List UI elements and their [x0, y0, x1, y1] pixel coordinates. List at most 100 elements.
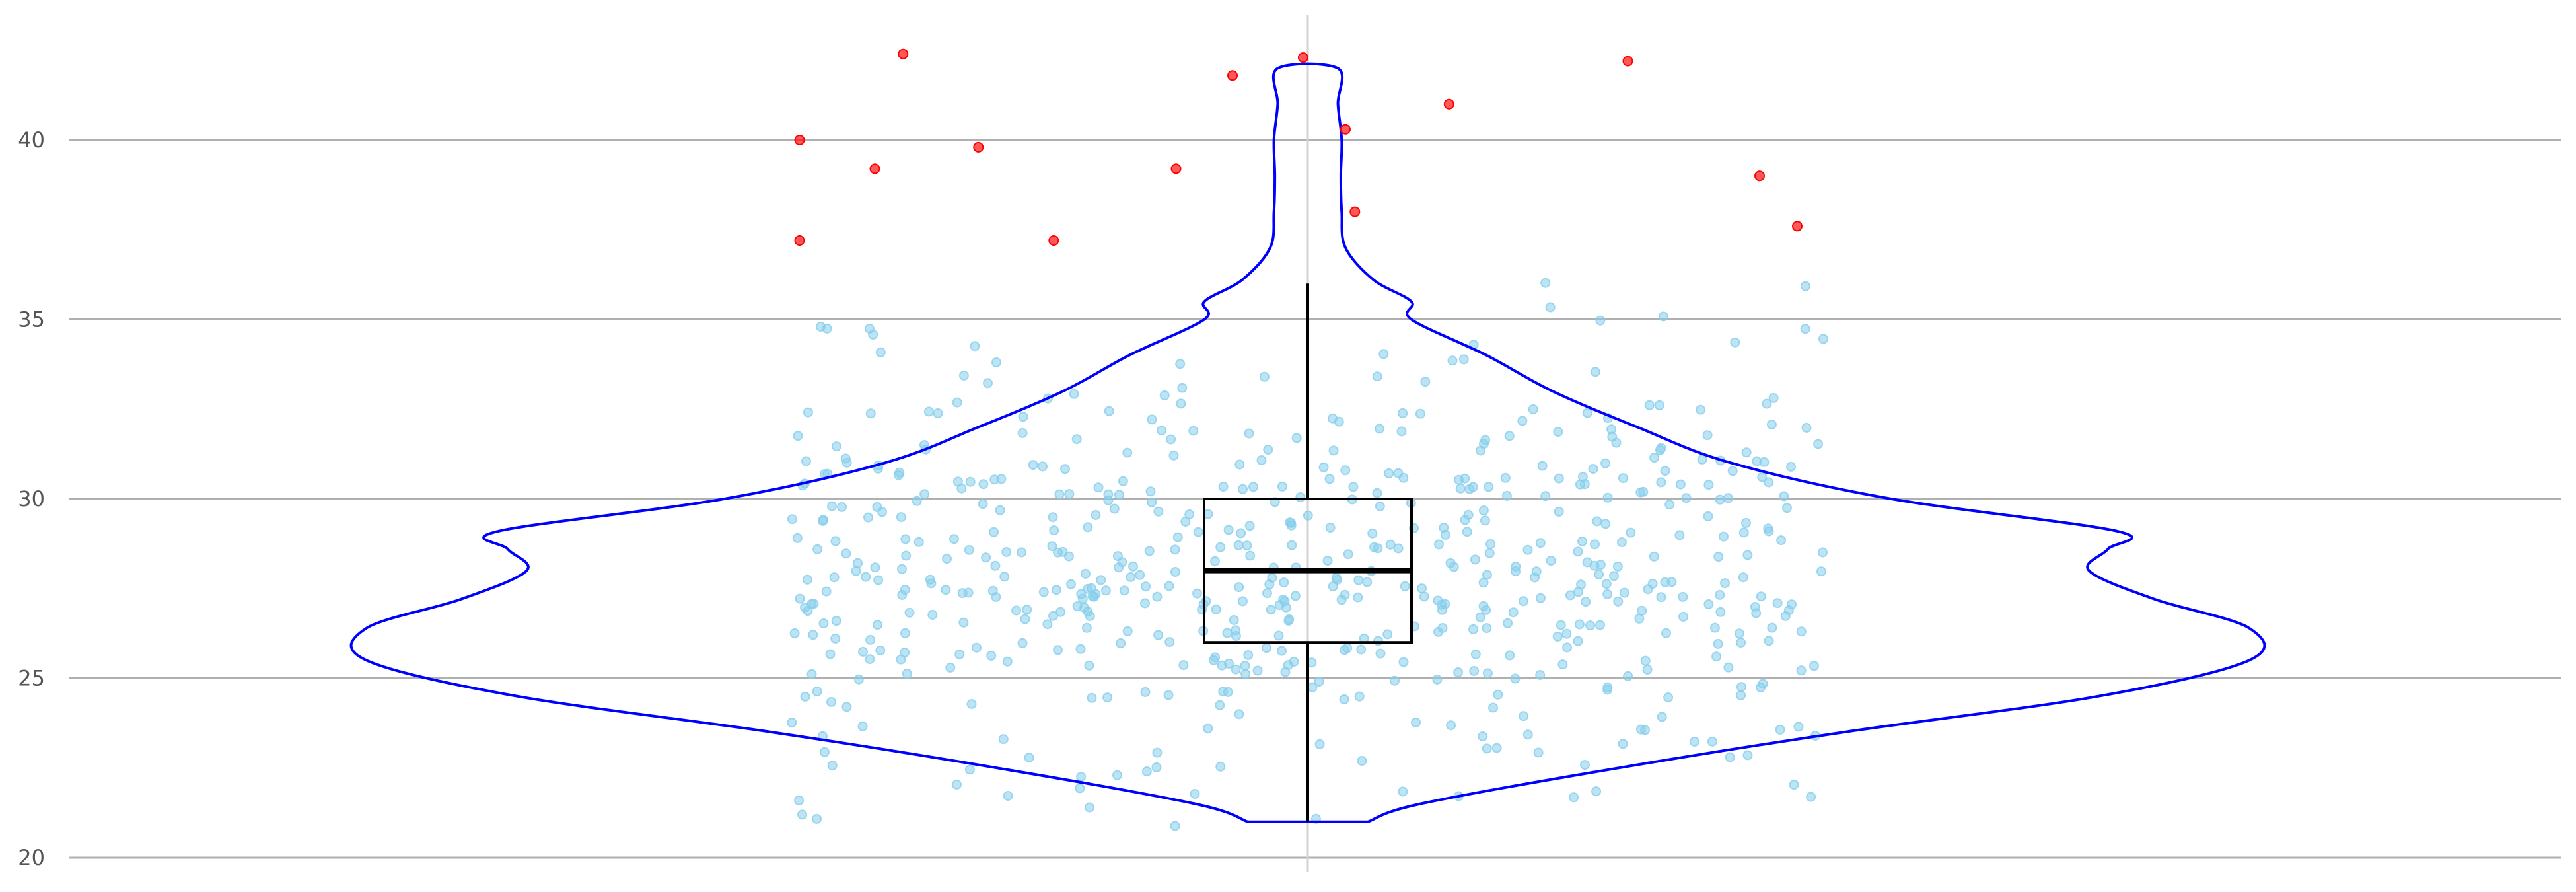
data-point — [1002, 656, 1013, 667]
data-point — [1779, 491, 1789, 502]
data-point — [1109, 503, 1120, 514]
data-point — [983, 378, 993, 389]
data-point — [964, 764, 975, 775]
y-tick-label: 35 — [18, 307, 45, 332]
data-point — [1736, 690, 1746, 700]
data-point — [1243, 650, 1254, 660]
data-point — [818, 618, 829, 628]
data-point — [1373, 636, 1384, 646]
data-point — [1141, 766, 1152, 776]
data-point — [1643, 584, 1653, 595]
data-point — [1504, 431, 1515, 441]
data-point — [1193, 527, 1203, 537]
data-point — [1252, 665, 1263, 676]
data-point — [1616, 537, 1627, 548]
data-point — [1287, 540, 1297, 550]
data-point — [1634, 613, 1645, 624]
data-point — [945, 662, 956, 673]
data-point — [1801, 422, 1812, 433]
data-point — [1674, 530, 1685, 540]
data-point — [1140, 687, 1151, 697]
data-point — [1478, 601, 1489, 611]
data-point — [1119, 585, 1129, 596]
data-point — [1723, 493, 1733, 503]
data-point — [818, 516, 828, 526]
data-point — [923, 406, 934, 417]
data-point — [1375, 501, 1385, 511]
data-point — [1607, 431, 1618, 442]
data-point — [998, 734, 1009, 745]
violin — [349, 62, 2266, 823]
data-point — [1053, 645, 1063, 655]
data-point — [1054, 489, 1065, 500]
data-point — [1440, 529, 1450, 540]
data-point — [800, 691, 810, 702]
data-point — [1635, 487, 1646, 498]
data-point — [1488, 702, 1498, 713]
data-point — [1736, 682, 1746, 692]
data-point — [1500, 472, 1511, 483]
data-point — [933, 408, 943, 418]
data-point — [1762, 398, 1772, 409]
data-point — [1535, 538, 1546, 548]
data-point — [1816, 566, 1826, 577]
data-point — [1654, 400, 1664, 410]
data-point — [1602, 492, 1613, 503]
data-point — [1458, 354, 1469, 365]
data-point — [1562, 642, 1572, 653]
data-point — [1066, 579, 1076, 589]
data-point — [1244, 428, 1254, 439]
data-point — [1585, 620, 1596, 631]
data-point — [1454, 474, 1464, 485]
data-point — [1734, 628, 1744, 639]
data-point — [1289, 657, 1299, 667]
data-point — [1375, 648, 1386, 659]
data-point — [1535, 670, 1546, 680]
data-point — [1075, 783, 1085, 794]
data-point — [1112, 551, 1123, 562]
data-point — [803, 606, 813, 616]
data-point — [1278, 595, 1289, 605]
data-point — [1353, 575, 1364, 585]
data-point — [1223, 525, 1234, 535]
data-point — [801, 456, 811, 466]
outlier-point — [1227, 70, 1238, 81]
data-point — [1618, 473, 1628, 484]
data-point — [1385, 539, 1396, 550]
data-point — [1595, 560, 1606, 570]
data-point — [1533, 747, 1544, 758]
data-point — [1656, 592, 1666, 603]
data-point — [1565, 590, 1575, 601]
data-point — [1530, 572, 1540, 583]
box-plot — [1203, 283, 1413, 822]
data-point — [1166, 434, 1176, 445]
data-point — [952, 476, 963, 487]
data-point — [1581, 597, 1591, 607]
data-point — [1342, 643, 1353, 653]
data-point — [1522, 729, 1533, 740]
outlier-point — [898, 48, 909, 59]
data-point — [948, 534, 959, 544]
data-point — [1809, 661, 1819, 671]
data-point — [1503, 618, 1513, 628]
data-point — [1818, 334, 1828, 344]
data-point — [1102, 692, 1113, 703]
data-point — [1038, 461, 1048, 472]
data-point — [1796, 665, 1807, 676]
data-point — [1554, 473, 1564, 484]
data-point — [1328, 581, 1338, 592]
data-point — [1595, 315, 1606, 326]
data-point — [1689, 736, 1699, 747]
data-point — [826, 696, 836, 707]
data-point — [1818, 547, 1828, 558]
data-point — [1163, 690, 1174, 700]
violin-outline — [349, 62, 2266, 823]
data-point — [1176, 398, 1186, 409]
data-point — [1602, 682, 1613, 692]
data-point — [1147, 414, 1157, 425]
data-point — [1590, 367, 1600, 377]
data-point — [1267, 573, 1277, 583]
data-point — [958, 370, 969, 381]
data-point — [1636, 724, 1646, 735]
data-point — [1237, 596, 1248, 607]
